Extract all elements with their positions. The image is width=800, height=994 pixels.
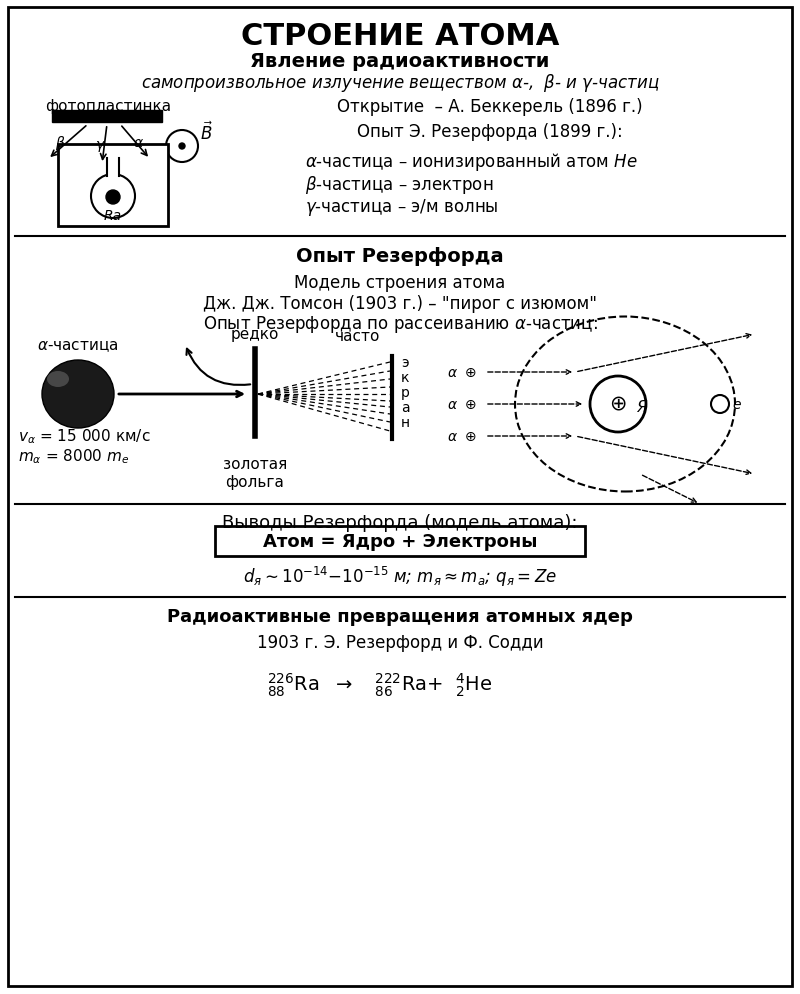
Text: ⊕: ⊕ — [610, 393, 626, 413]
Text: СТРОЕНИЕ АТОМА: СТРОЕНИЕ АТОМА — [241, 23, 559, 52]
Text: Открытие  – А. Беккерель (1896 г.): Открытие – А. Беккерель (1896 г.) — [337, 97, 643, 116]
Text: Дж. Дж. Томсон (1903 г.) – "пирог с изюмом": Дж. Дж. Томсон (1903 г.) – "пирог с изюм… — [203, 294, 597, 313]
Text: Опыт Резерфорда по рассеиванию $\alpha$-частиц:: Опыт Резерфорда по рассеиванию $\alpha$-… — [202, 314, 598, 335]
Circle shape — [166, 131, 198, 163]
Text: $m_{\alpha}$ = 8000 $m_e$: $m_{\alpha}$ = 8000 $m_e$ — [18, 447, 130, 466]
Text: Опыт Резерфорда: Опыт Резерфорда — [296, 248, 504, 266]
Text: н: н — [401, 415, 410, 429]
Circle shape — [106, 191, 120, 205]
Text: Я: Я — [636, 401, 646, 415]
Circle shape — [179, 144, 185, 150]
Bar — [107, 157, 119, 177]
Text: $\alpha$  ⊕: $\alpha$ ⊕ — [447, 366, 478, 380]
Text: золотая: золотая — [223, 457, 287, 472]
Text: самопроизвольное излучение веществом $\alpha$-,  $\beta$- и $\gamma$-частиц: самопроизвольное излучение веществом $\a… — [141, 72, 659, 93]
Text: 1903 г. Э. Резерфорд и Ф. Содди: 1903 г. Э. Резерфорд и Ф. Содди — [257, 633, 543, 651]
Text: Модель строения атома: Модель строения атома — [294, 273, 506, 291]
Text: часто: часто — [335, 329, 381, 344]
Text: Выводы Резерфорда (модель атома):: Выводы Резерфорда (модель атома): — [222, 514, 578, 532]
Text: Радиоактивные превращения атомных ядер: Радиоактивные превращения атомных ядер — [167, 607, 633, 625]
Text: $\alpha$  ⊕: $\alpha$ ⊕ — [447, 398, 478, 412]
Circle shape — [91, 175, 135, 219]
Text: фольга: фольга — [226, 475, 285, 490]
Bar — [215, 527, 585, 557]
Text: $\beta$: $\beta$ — [54, 134, 66, 152]
Text: $^{226}_{88}$Ra  $\rightarrow$   $^{222}_{86}$Ra+  $^{4}_{2}$He: $^{226}_{88}$Ra $\rightarrow$ $^{222}_{8… — [267, 671, 493, 698]
Text: $\vec{B}$: $\vec{B}$ — [200, 121, 214, 144]
Text: $d_я{\sim}10^{-14}{-}10^{-15}$ м; $m_я \approx m_a$; $q_я = Ze$: $d_я{\sim}10^{-14}{-}10^{-15}$ м; $m_я \… — [243, 565, 557, 588]
Text: e: e — [732, 398, 741, 412]
Bar — [52, 111, 162, 123]
Text: $\beta$-частица – электрон: $\beta$-частица – электрон — [305, 174, 494, 196]
Text: э: э — [401, 356, 409, 370]
Bar — [58, 145, 168, 227]
Text: редко: редко — [231, 327, 279, 342]
Text: $\alpha$  ⊕: $\alpha$ ⊕ — [447, 429, 478, 443]
Text: Атом = Ядро + Электроны: Атом = Ядро + Электроны — [262, 533, 538, 551]
Text: $\gamma$: $\gamma$ — [94, 139, 106, 154]
Text: а: а — [401, 401, 410, 414]
Text: р: р — [401, 386, 410, 400]
Text: $\alpha$: $\alpha$ — [133, 136, 143, 150]
Text: $\gamma$-частица – э/м волны: $\gamma$-частица – э/м волны — [305, 197, 498, 219]
Text: Опыт Э. Резерфорда (1899 г.):: Опыт Э. Резерфорда (1899 г.): — [357, 123, 623, 141]
Circle shape — [711, 396, 729, 414]
Text: $\alpha$-частица – ионизированный атом $\it{He}$: $\alpha$-частица – ионизированный атом $… — [305, 151, 638, 173]
Text: $v_{\alpha}$ = 15 000 км/с: $v_{\alpha}$ = 15 000 км/с — [18, 427, 150, 446]
Text: к: к — [401, 371, 410, 385]
Text: Ra: Ra — [104, 209, 122, 223]
Text: Явление радиоактивности: Явление радиоактивности — [250, 53, 550, 72]
Ellipse shape — [47, 372, 69, 388]
Ellipse shape — [42, 361, 114, 428]
Circle shape — [590, 377, 646, 432]
Text: $\alpha$-частица: $\alpha$-частица — [38, 339, 118, 354]
Text: фотопластинка: фотопластинка — [45, 99, 171, 114]
